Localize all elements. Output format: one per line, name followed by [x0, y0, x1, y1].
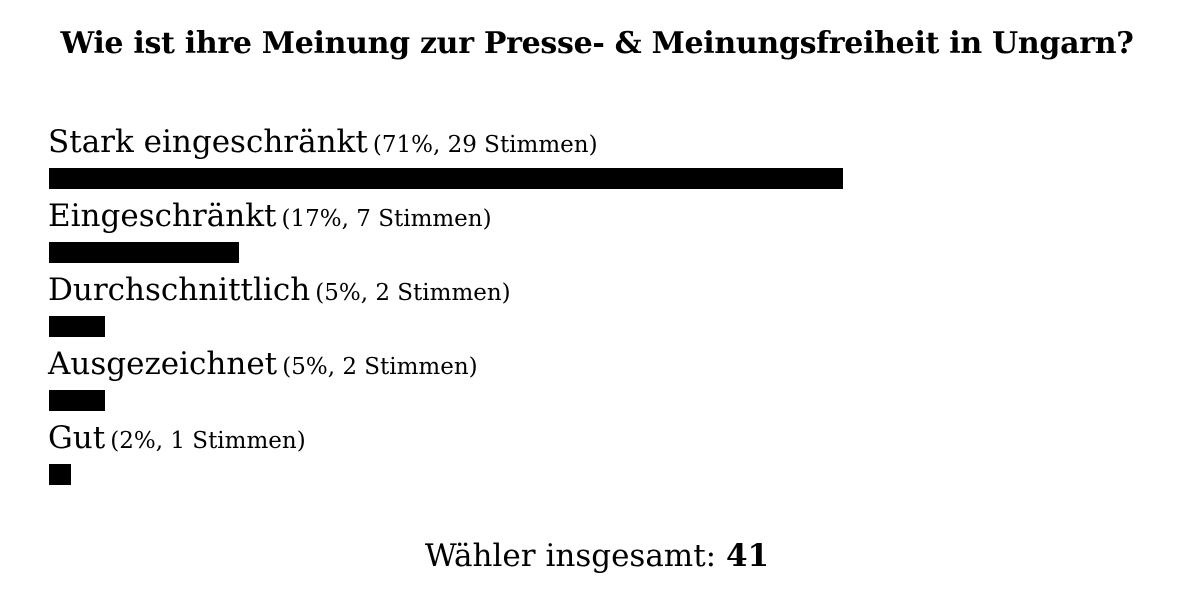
- bar-track: [49, 390, 1168, 411]
- option-stats: (2%, 1 Stimmen): [110, 428, 306, 454]
- bar-track: [49, 242, 1168, 263]
- result-bar: [49, 168, 843, 189]
- poll-option: Eingeschränkt (17%, 7 Stimmen): [48, 196, 1148, 270]
- total-voters-label: Wähler insgesamt:: [424, 538, 717, 574]
- poll-option: Ausgezeichnet (5%, 2 Stimmen): [48, 344, 1148, 418]
- option-stats: (71%, 29 Stimmen): [372, 132, 598, 158]
- poll-option: Durchschnittlich (5%, 2 Stimmen): [48, 270, 1148, 344]
- option-label: Gut: [48, 420, 106, 456]
- result-bar: [49, 242, 239, 263]
- option-label: Stark eingeschränkt: [48, 124, 368, 160]
- option-label: Durchschnittlich: [48, 272, 311, 308]
- result-bar: [49, 316, 105, 337]
- option-stats: (5%, 2 Stimmen): [315, 280, 511, 306]
- result-bar: [49, 390, 105, 411]
- option-label-line: Eingeschränkt (17%, 7 Stimmen): [48, 196, 492, 241]
- bar-track: [49, 316, 1168, 337]
- total-voters: Wähler insgesamt: 41: [0, 536, 1194, 576]
- option-stats: (17%, 7 Stimmen): [281, 206, 492, 232]
- option-label-line: Stark eingeschränkt (71%, 29 Stimmen): [48, 122, 598, 167]
- total-voters-value: 41: [725, 538, 770, 574]
- poll-option: Gut (2%, 1 Stimmen): [48, 418, 1148, 492]
- poll-options: Stark eingeschränkt (71%, 29 Stimmen) Ei…: [48, 122, 1148, 492]
- option-label-line: Durchschnittlich (5%, 2 Stimmen): [48, 270, 511, 315]
- result-bar: [49, 464, 71, 485]
- poll-title: Wie ist ihre Meinung zur Presse- & Meinu…: [60, 26, 1134, 61]
- bar-track: [49, 168, 1168, 189]
- bar-track: [49, 464, 1168, 485]
- option-stats: (5%, 2 Stimmen): [282, 354, 478, 380]
- option-label-line: Gut (2%, 1 Stimmen): [48, 418, 306, 463]
- option-label: Ausgezeichnet: [48, 346, 278, 382]
- option-label: Eingeschränkt: [48, 198, 277, 234]
- option-label-line: Ausgezeichnet (5%, 2 Stimmen): [48, 344, 478, 389]
- poll-option: Stark eingeschränkt (71%, 29 Stimmen): [48, 122, 1148, 196]
